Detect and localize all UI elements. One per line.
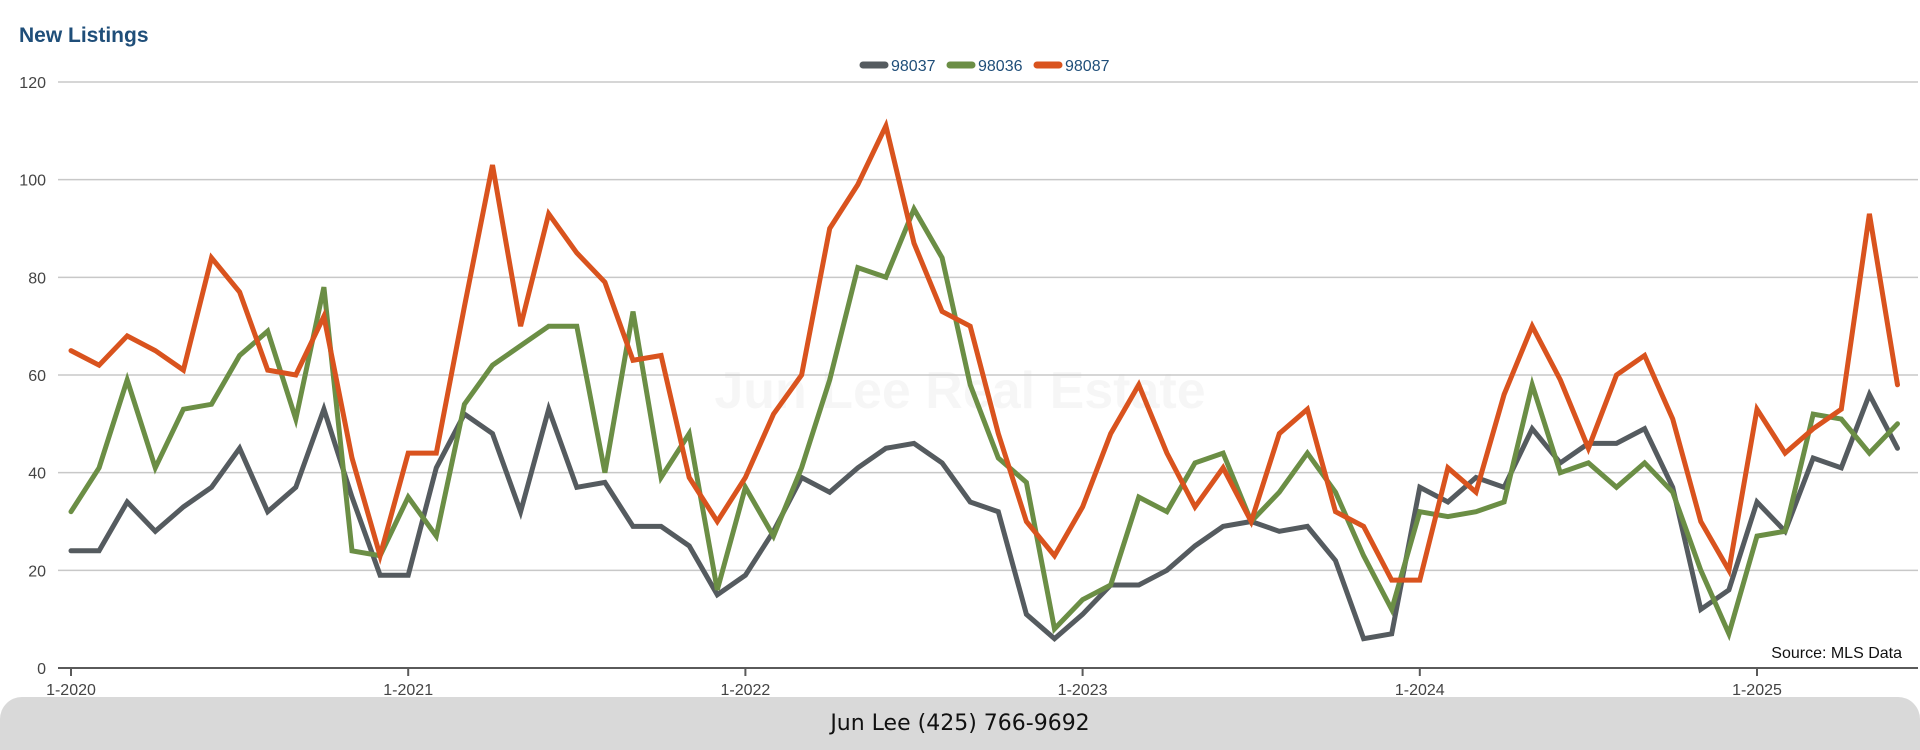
y-tick-label: 80: [28, 270, 46, 287]
series-line-98037: [68, 388, 1900, 643]
footer-bar: Jun Lee (425) 766-9692: [0, 697, 1920, 750]
legend-label-98037: 98037: [891, 58, 936, 75]
y-tick-label: 0: [37, 661, 46, 678]
x-tick-label: 1-2023: [1058, 682, 1108, 697]
x-tick-label: 1-2024: [1395, 682, 1445, 697]
line-chart: Jun Lee Real Estate0204060801001201-2020…: [19, 58, 1918, 697]
y-tick-label: 60: [28, 368, 46, 385]
x-tick-label: 1-2020: [46, 682, 96, 697]
y-tick-label: 120: [19, 75, 46, 92]
x-tick-label: 1-2022: [720, 682, 770, 697]
source-note: Source: MLS Data: [1771, 645, 1902, 662]
series-line-98036: [68, 203, 1900, 642]
y-tick-label: 40: [28, 466, 46, 483]
legend-label-98036: 98036: [978, 58, 1023, 75]
x-tick-label: 1-2021: [383, 682, 433, 697]
series-line-98087: [68, 118, 1900, 583]
contact-text: Jun Lee (425) 766-9692: [830, 711, 1090, 736]
page-title: New Listings: [19, 24, 149, 47]
x-tick-label: 1-2025: [1732, 682, 1782, 697]
legend-label-98087: 98087: [1065, 58, 1110, 75]
y-tick-label: 20: [28, 563, 46, 580]
y-tick-label: 100: [19, 173, 46, 190]
